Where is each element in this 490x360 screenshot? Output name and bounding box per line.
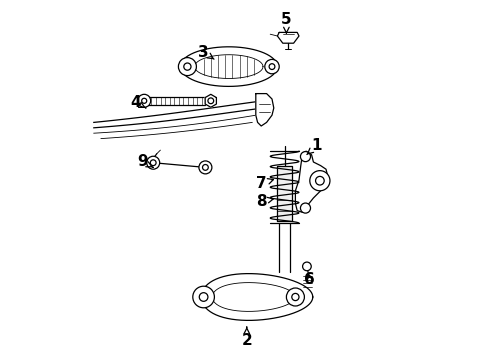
Circle shape (142, 98, 147, 103)
Text: 6: 6 (304, 271, 315, 287)
Text: 9: 9 (137, 154, 153, 170)
Circle shape (199, 161, 212, 174)
Circle shape (300, 152, 311, 162)
Polygon shape (295, 151, 328, 212)
Text: 4: 4 (130, 95, 146, 110)
Circle shape (300, 203, 311, 213)
Circle shape (193, 286, 215, 308)
Polygon shape (256, 94, 274, 126)
Circle shape (150, 160, 156, 166)
Circle shape (292, 293, 299, 301)
Polygon shape (148, 97, 205, 105)
Text: 2: 2 (242, 327, 252, 348)
Text: 8: 8 (256, 194, 273, 209)
Circle shape (265, 59, 279, 74)
Circle shape (184, 63, 191, 70)
Text: 7: 7 (256, 176, 273, 191)
Text: 3: 3 (198, 45, 214, 60)
Circle shape (208, 98, 214, 104)
Circle shape (310, 171, 330, 191)
Text: 5: 5 (281, 12, 292, 33)
Circle shape (147, 156, 160, 169)
Circle shape (303, 262, 311, 271)
Circle shape (316, 176, 324, 185)
Circle shape (269, 64, 275, 69)
Polygon shape (277, 166, 292, 221)
Polygon shape (180, 47, 277, 86)
Polygon shape (277, 32, 299, 43)
Circle shape (199, 293, 208, 301)
Circle shape (202, 165, 208, 170)
Polygon shape (201, 274, 313, 320)
Polygon shape (205, 94, 217, 107)
Circle shape (178, 58, 196, 76)
Text: 1: 1 (307, 138, 322, 154)
Circle shape (138, 94, 151, 107)
Circle shape (286, 288, 304, 306)
